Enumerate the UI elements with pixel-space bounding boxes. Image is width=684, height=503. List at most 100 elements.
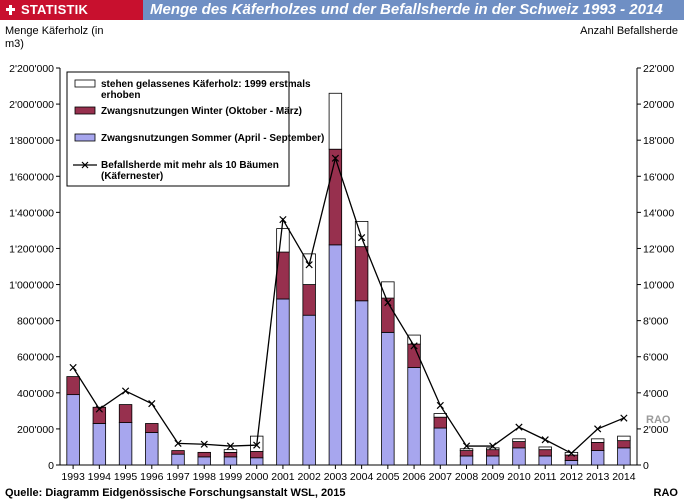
y-left-tick-label: 400'000 [17, 388, 54, 400]
chart-title: Menge des Käferholzes und der Befallsher… [150, 1, 663, 18]
line-point-marker [541, 436, 549, 444]
line-point-marker [148, 400, 156, 408]
line-point-marker [331, 154, 340, 162]
bar-segment [328, 148, 343, 246]
y-right-tick-label: 10'000 [643, 280, 674, 292]
line-point-marker [174, 439, 182, 447]
bar-segment [433, 416, 447, 429]
y-right-tick-label: 20'000 [643, 99, 674, 111]
x-tick-label: 2002 [297, 471, 321, 483]
legend-swatch [74, 79, 96, 88]
bar-segment [538, 446, 552, 451]
bar-segment [512, 441, 526, 449]
bar-segment [276, 298, 290, 466]
bar-segment [459, 450, 474, 457]
line-point-marker [69, 363, 77, 372]
bar-segment [538, 455, 552, 466]
bar-segment [407, 334, 421, 345]
bar-segment [145, 432, 159, 466]
line-point-marker [515, 423, 523, 431]
bar-segment [459, 448, 474, 451]
line-point-marker [253, 441, 261, 449]
x-tick-label: 2011 [534, 471, 557, 483]
y-right-tick-label: 2'000 [643, 424, 669, 436]
x-tick-label: 2014 [612, 471, 636, 483]
line-point-marker [489, 442, 497, 450]
y-right-tick-label: 12'000 [643, 243, 674, 255]
line-point-marker [594, 425, 602, 433]
befallsherde-line [72, 155, 625, 455]
bar-segment [486, 455, 500, 466]
bar-segment [617, 447, 631, 466]
legend-line-marker [81, 161, 89, 169]
bar-segment [66, 376, 80, 396]
y-left-tick-label: 200'000 [17, 424, 54, 436]
x-tick-label: 2012 [560, 471, 584, 483]
y-left-tick-label: 1'600'000 [9, 171, 54, 183]
line-point-marker [384, 298, 392, 307]
bar-segment [328, 92, 343, 150]
brand-box: STATISTIK SCHWEIZ [0, 0, 143, 32]
x-tick-label: 1994 [88, 471, 112, 483]
line-point-marker [357, 234, 366, 242]
bar-segment [564, 454, 579, 461]
bar-segment [590, 438, 605, 443]
source-note: Quelle: Diagramm Eidgenössische Forschun… [5, 487, 346, 499]
x-tick-label: 1999 [219, 471, 243, 483]
line-point-marker [95, 405, 103, 413]
bar-segment [250, 451, 264, 459]
x-tick-label: 2010 [507, 471, 531, 483]
bar-segment [276, 228, 290, 253]
credit-text: RAO [653, 487, 678, 499]
y-right-tick-label: 16'000 [643, 171, 674, 183]
line-point-marker [279, 215, 287, 224]
y-axis-right-label: Anzahl Befallsherde [580, 25, 678, 37]
bar-segment [617, 435, 631, 442]
y-right-tick-label: 18'000 [643, 135, 674, 147]
x-tick-label: 2008 [455, 471, 479, 483]
y-left-tick-label: 0 [48, 460, 54, 472]
bar-segment [512, 438, 526, 442]
line-point-marker [226, 442, 235, 450]
x-tick-label: 1998 [193, 471, 217, 483]
bar-segment [92, 423, 107, 466]
legend-swatch [74, 133, 96, 142]
y-left-tick-label: 800'000 [17, 316, 54, 328]
y-left-tick-label: 1'800'000 [9, 135, 54, 147]
bar-segment [250, 457, 264, 466]
x-tick-label: 1993 [61, 471, 85, 483]
line-point-marker [462, 442, 471, 450]
bar-segment [590, 442, 605, 451]
bar-segment [223, 449, 238, 453]
y-left-tick-label: 1'000'000 [9, 280, 54, 292]
y-left-tick-label: 1'200'000 [9, 243, 54, 255]
x-tick-label: 2000 [245, 471, 269, 483]
line-point-marker [305, 261, 313, 269]
legend-box [66, 71, 290, 187]
bar-segment [381, 331, 395, 466]
legend-swatch [74, 106, 96, 115]
bar-segment [302, 284, 316, 316]
x-tick-label: 2009 [481, 471, 505, 483]
line-point-marker [410, 342, 418, 350]
y-axis-left-label: Menge Käferholz (in m3) [5, 25, 104, 50]
x-tick-label: 2004 [350, 471, 374, 483]
y-right-tick-label: 22'000 [643, 63, 674, 75]
legend-entry-label: Zwangsnutzungen Sommer (April - Septembe… [101, 133, 324, 144]
y-left-tick-label: 600'000 [17, 352, 54, 364]
bar-segment [407, 367, 421, 466]
bar-segment [590, 450, 605, 466]
bar-segment [328, 244, 343, 466]
bar-segment [617, 440, 631, 449]
bar-segment [433, 427, 447, 466]
x-tick-label: 2007 [429, 471, 453, 483]
bar-segment [302, 253, 316, 285]
bar-segment [197, 451, 211, 458]
bar-segment [564, 460, 579, 466]
y-left-tick-label: 1'400'000 [9, 207, 54, 219]
bar-segment [486, 449, 500, 457]
legend-entry-label: stehen gelassenes Käferholz: 1999 erstma… [101, 79, 311, 101]
bar-segment [118, 404, 133, 423]
y-right-tick-label: 14'000 [643, 207, 674, 219]
